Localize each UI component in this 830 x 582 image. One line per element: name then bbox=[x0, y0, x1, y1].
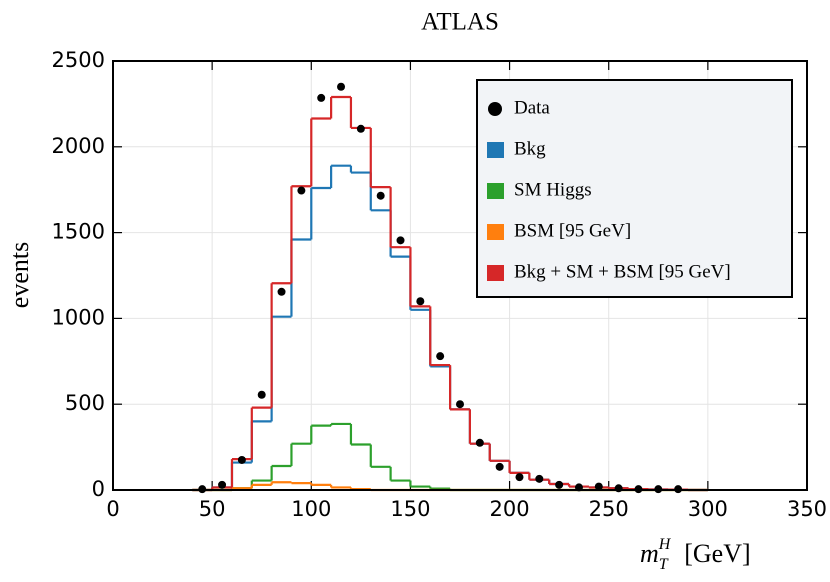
legend-label: Bkg bbox=[514, 138, 546, 159]
legend-label: Bkg + SM + BSM [95 GeV] bbox=[514, 261, 731, 282]
x-axis-label: mTH [GeV] bbox=[640, 536, 751, 573]
data-point bbox=[257, 390, 266, 399]
plot-frame bbox=[112, 60, 808, 491]
data-point bbox=[337, 82, 346, 91]
step-series bbox=[192, 422, 708, 492]
legend-label: Data bbox=[514, 97, 550, 118]
y-tick-label: 500 bbox=[65, 391, 105, 415]
legend-label: BSM [95 GeV] bbox=[514, 220, 631, 241]
x-label-sup: H bbox=[658, 536, 672, 553]
chart-title: ATLAS bbox=[421, 9, 499, 36]
data-point bbox=[218, 480, 227, 489]
data-point bbox=[317, 93, 326, 102]
data-point bbox=[237, 455, 246, 464]
data-point bbox=[535, 474, 544, 483]
x-tick-label: 300 bbox=[688, 497, 728, 521]
legend-box bbox=[476, 79, 793, 298]
data-point bbox=[594, 482, 603, 491]
legend-swatch bbox=[487, 142, 504, 158]
y-axis-label: events bbox=[5, 242, 34, 308]
x-tick-label: 0 bbox=[106, 497, 119, 521]
y-tick-label: 1500 bbox=[52, 220, 105, 244]
data-point bbox=[555, 480, 564, 489]
legend-swatch bbox=[487, 224, 504, 240]
x-tick-label: 100 bbox=[291, 497, 331, 521]
x-label-symbol: m bbox=[640, 539, 659, 568]
data-point bbox=[436, 352, 445, 361]
data-point bbox=[475, 438, 484, 447]
x-label-unit: [GeV] bbox=[684, 539, 750, 568]
x-tick-label: 350 bbox=[787, 497, 827, 521]
x-tick-label: 200 bbox=[490, 497, 530, 521]
data-point bbox=[495, 462, 504, 471]
y-tick-label: 2500 bbox=[52, 48, 105, 72]
legend-marker bbox=[488, 102, 502, 116]
legend-label: SM Higgs bbox=[514, 179, 592, 200]
data-point bbox=[416, 297, 425, 306]
y-tick-label: 0 bbox=[92, 477, 105, 501]
x-tick-label: 150 bbox=[390, 497, 430, 521]
data-point bbox=[297, 186, 306, 195]
legend-swatch bbox=[487, 265, 504, 281]
data-point bbox=[277, 287, 286, 296]
legend-swatch bbox=[487, 183, 504, 199]
data-point bbox=[515, 473, 524, 482]
data-point bbox=[396, 236, 405, 245]
x-tick-label: 50 bbox=[199, 497, 226, 521]
data-point bbox=[614, 484, 623, 493]
y-tick-label: 2000 bbox=[52, 134, 105, 158]
data-point bbox=[456, 400, 464, 409]
y-tick-label: 1000 bbox=[52, 305, 105, 329]
x-label-sub: T bbox=[659, 556, 669, 573]
x-tick-label: 250 bbox=[589, 497, 629, 521]
data-point bbox=[376, 191, 385, 200]
data-point bbox=[356, 124, 365, 133]
